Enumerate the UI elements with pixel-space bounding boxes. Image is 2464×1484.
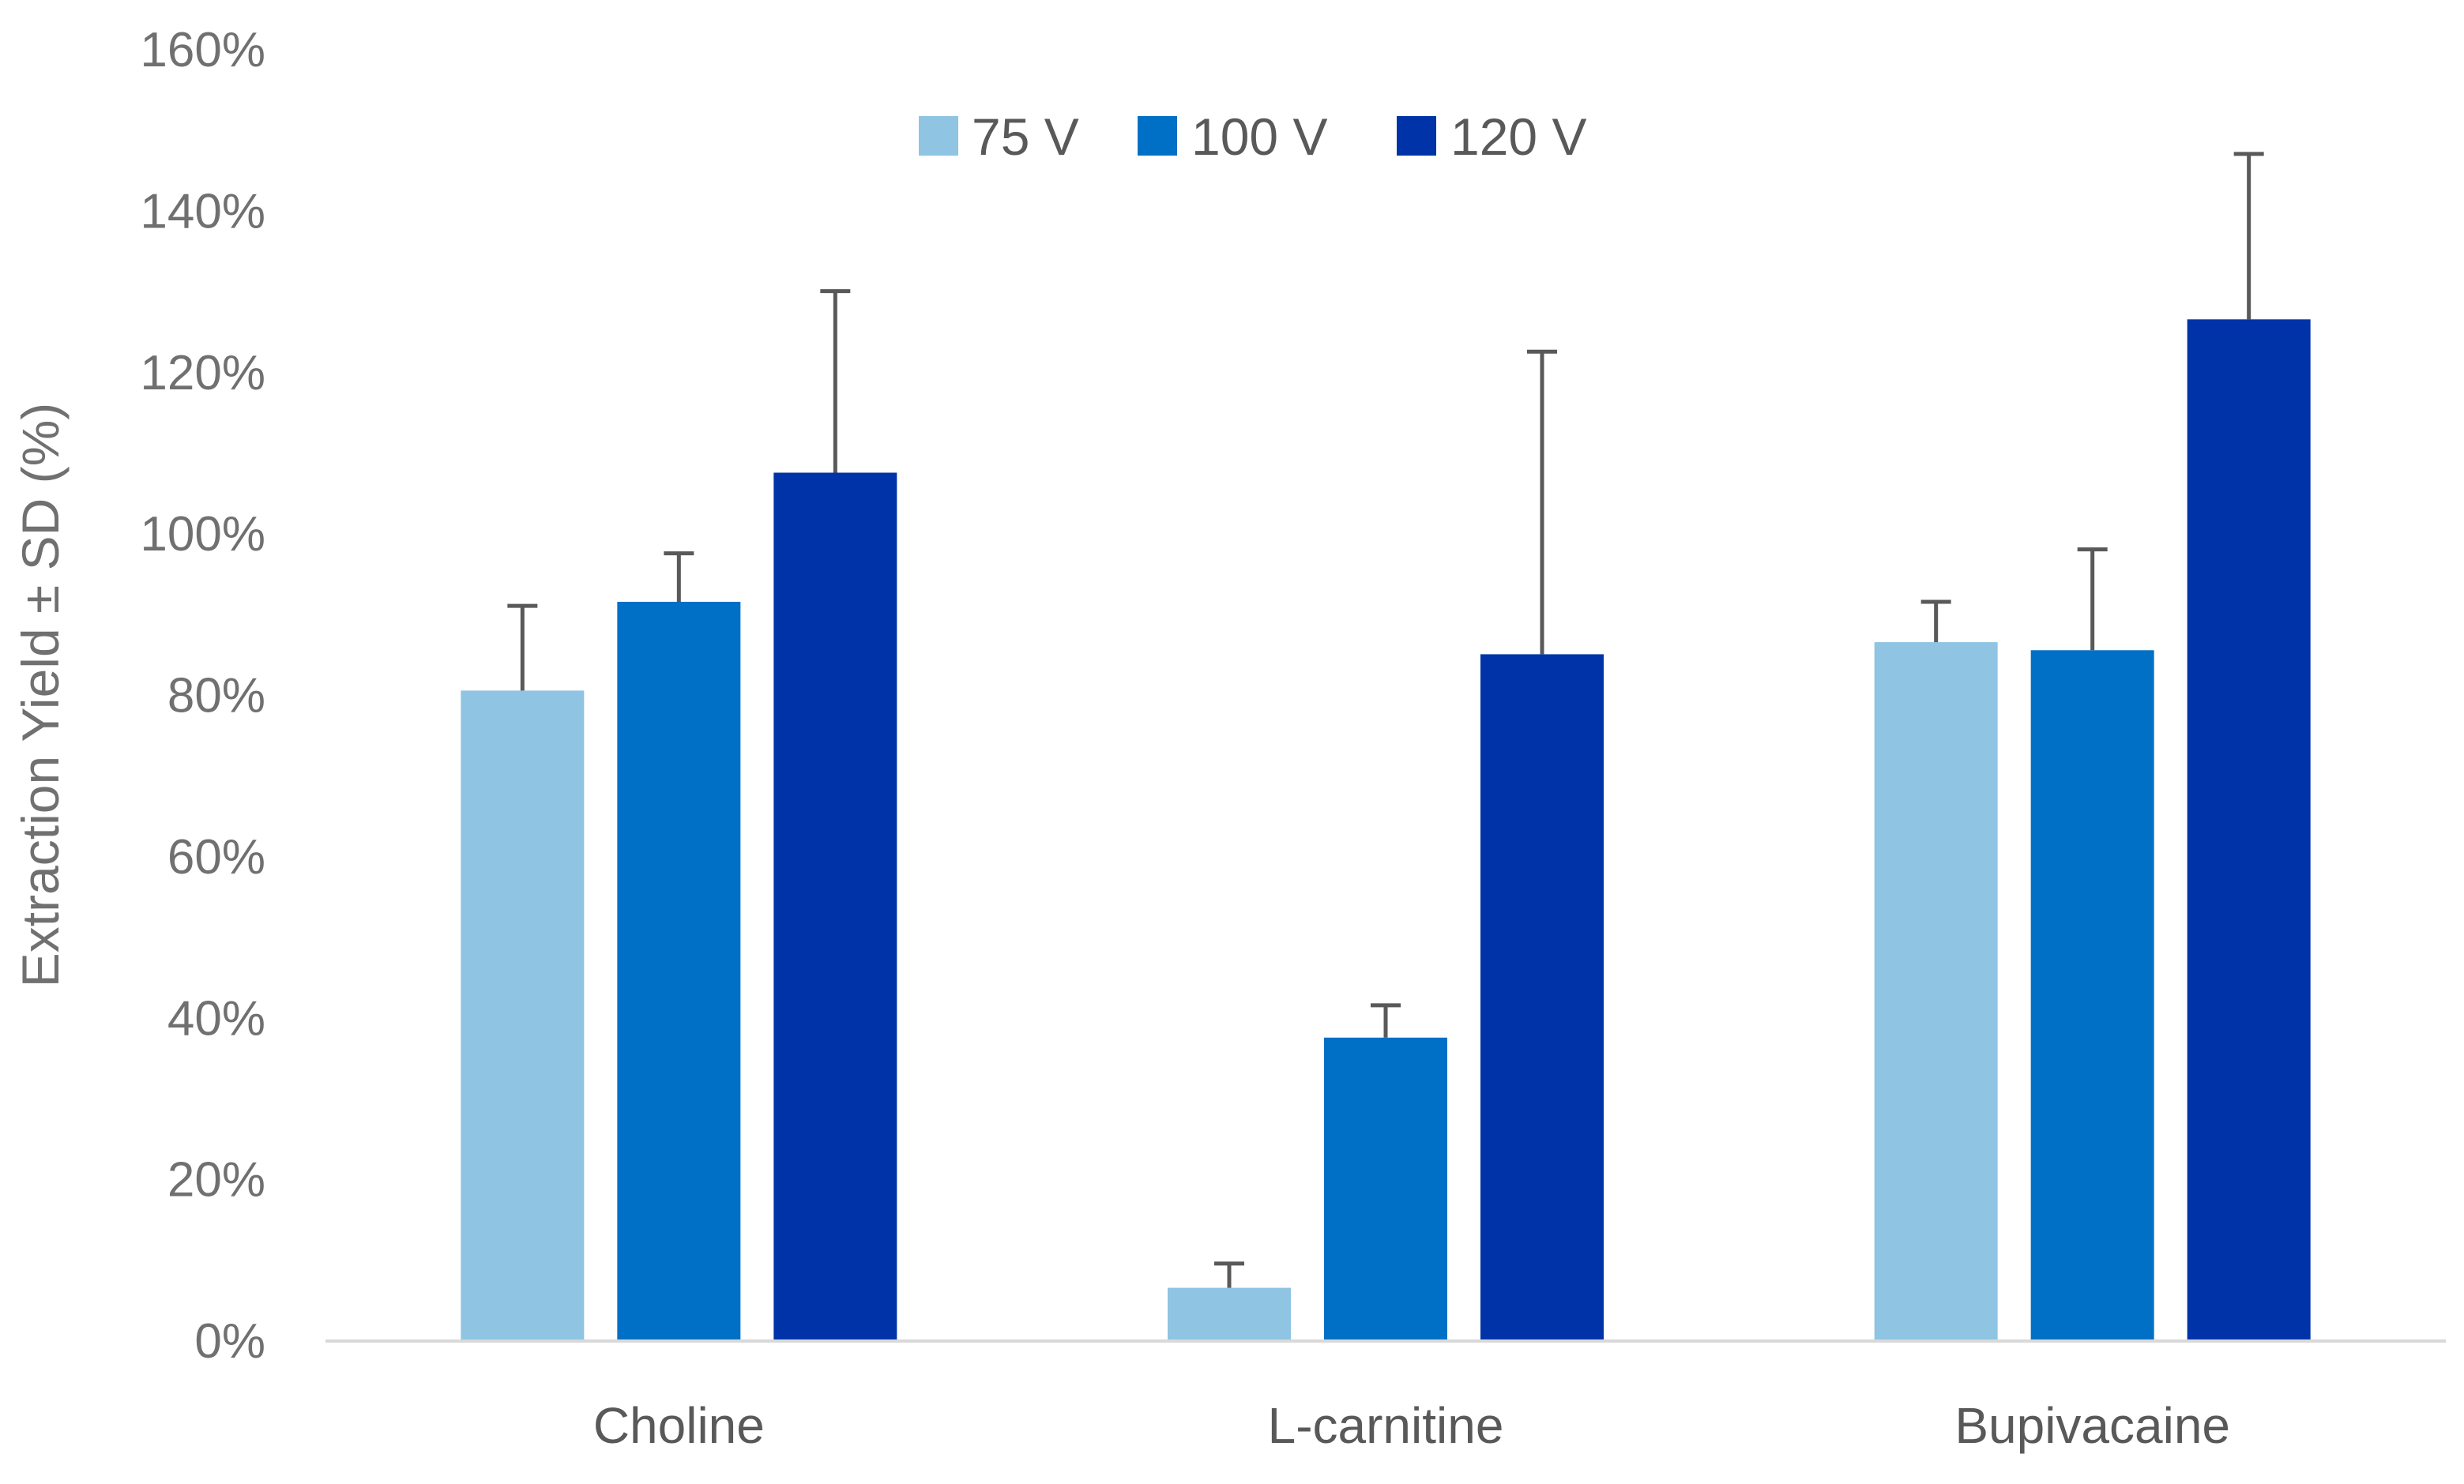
y-axis-title: Extraction Yield ± SD (%) (11, 403, 70, 987)
y-tick-label: 160% (140, 23, 265, 77)
bar-75v-choline (461, 690, 585, 1340)
y-tick-label: 0% (194, 1314, 265, 1369)
y-tick-label: 100% (140, 507, 265, 562)
y-tick-label: 120% (140, 346, 265, 400)
bar-75v-l-carnitine (1168, 1287, 1291, 1340)
error-bars-group (507, 152, 2264, 1288)
legend-swatch (919, 116, 958, 156)
y-tick-label: 40% (167, 991, 265, 1046)
bar-series-group (461, 319, 2311, 1340)
bar-120v-l-carnitine (1480, 654, 1604, 1340)
legend: 75 V 100 V 120 V (919, 107, 1586, 166)
legend-label: 75 V (972, 107, 1079, 166)
x-tick-label: L-carnitine (1268, 1397, 1504, 1454)
bar-100v-bupivacaine (2030, 650, 2154, 1340)
y-axis-ticks: 0% 20% 40% 60% 80% 100% 120% 140% 160% (140, 23, 265, 1369)
x-tick-label: Choline (593, 1397, 765, 1454)
bar-120v-choline (773, 472, 897, 1340)
legend-label: 100 V (1191, 107, 1327, 166)
legend-swatch (1397, 116, 1436, 156)
legend-label: 120 V (1450, 107, 1586, 166)
x-tick-label: Bupivacaine (1954, 1397, 2230, 1454)
bar-120v-bupivacaine (2187, 319, 2311, 1340)
y-tick-label: 20% (167, 1153, 265, 1208)
y-tick-label: 60% (167, 830, 265, 885)
legend-swatch (1138, 116, 1177, 156)
y-tick-label: 140% (140, 184, 265, 239)
bar-100v-l-carnitine (1324, 1037, 1447, 1340)
x-axis-labels: Choline L-carnitine Bupivacaine (593, 1397, 2230, 1454)
bar-100v-choline (617, 601, 741, 1340)
y-tick-label: 80% (167, 669, 265, 723)
bar-75v-bupivacaine (1874, 642, 1998, 1340)
